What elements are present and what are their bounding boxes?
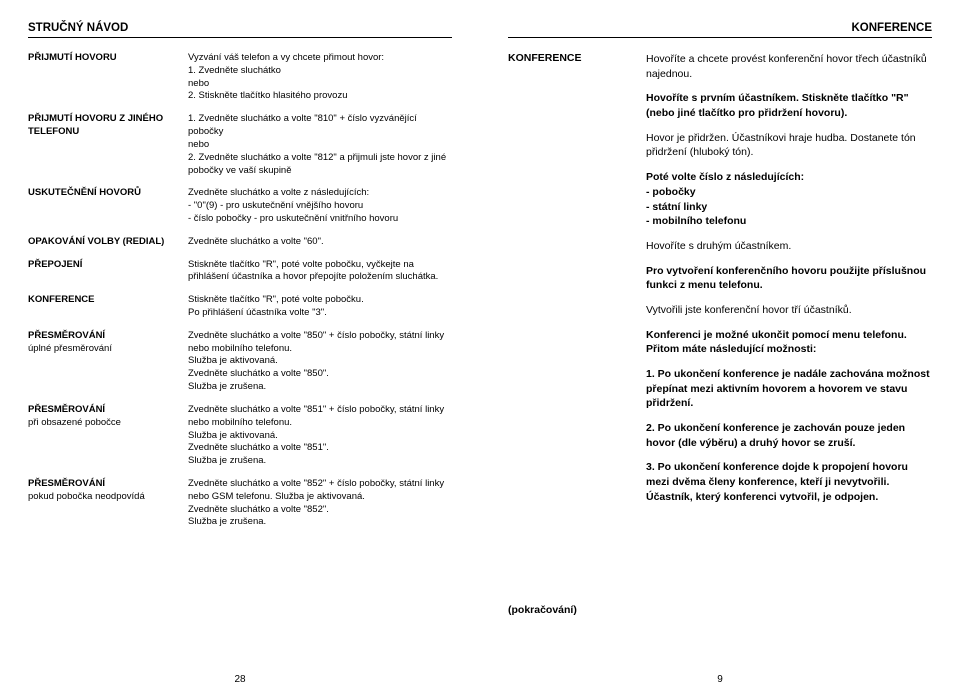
right-para: Konferenci je možné ukončit pomocí menu … <box>646 328 932 357</box>
right-section-title: KONFERENCE <box>508 52 638 64</box>
row-prijmuti-hovoru: PŘIJMUTÍ HOVORU Vyzvání váš telefon a vy… <box>28 52 452 103</box>
row-label: PŘIJMUTÍ HOVORU Z JINÉHO TELEFONU <box>28 113 188 177</box>
row-label-main: PŘESMĚROVÁNÍ <box>28 478 184 491</box>
row-label: PŘEPOJENÍ <box>28 259 188 285</box>
row-content: Zvedněte sluchátko a volte "851" + číslo… <box>188 404 452 468</box>
row-prijmuti-jineho: PŘIJMUTÍ HOVORU Z JINÉHO TELEFONU 1. Zve… <box>28 113 452 177</box>
row-content: Zvedněte sluchátko a volte "60". <box>188 236 452 249</box>
continuation-label: (pokračování) <box>508 604 638 616</box>
right-para: Poté volte číslo z následujících:- poboč… <box>646 170 932 229</box>
right-page: KONFERENCE KONFERENCE (pokračování) Hovo… <box>480 0 960 697</box>
row-label: PŘESMĚROVÁNÍ pokud pobočka neodpovídá <box>28 478 188 529</box>
row-label: USKUTEČNĚNÍ HOVORŮ <box>28 187 188 225</box>
row-presm-obsazene: PŘESMĚROVÁNÍ při obsazené pobočce Zvedně… <box>28 404 452 468</box>
right-para: Hovor je přidržen. Účastníkovi hraje hud… <box>646 131 932 160</box>
row-label: OPAKOVÁNÍ VOLBY (REDIAL) <box>28 236 188 249</box>
page: STRUČNÝ NÁVOD PŘIJMUTÍ HOVORU Vyzvání vá… <box>0 0 960 697</box>
row-label: KONFERENCE <box>28 294 188 320</box>
row-label: PŘESMĚROVÁNÍ při obsazené pobočce <box>28 404 188 468</box>
row-label: PŘESMĚROVÁNÍ úplné přesměrování <box>28 330 188 394</box>
row-label-sub: pokud pobočka neodpovídá <box>28 491 184 504</box>
right-section-label: KONFERENCE (pokračování) <box>508 52 646 616</box>
row-content: Stiskněte tlačítko "R", poté volte poboč… <box>188 294 452 320</box>
row-presm-uplne: PŘESMĚROVÁNÍ úplné přesměrování Zvedněte… <box>28 330 452 394</box>
row-content: Zvedněte sluchátko a volte z následující… <box>188 187 452 225</box>
row-label-sub: úplné přesměrování <box>28 343 184 356</box>
row-label-sub: při obsazené pobočce <box>28 417 184 430</box>
row-content: Zvedněte sluchátko a volte "850" + číslo… <box>188 330 452 394</box>
right-para: 2. Po ukončení konference je zachován po… <box>646 421 932 450</box>
right-header: KONFERENCE <box>508 22 932 38</box>
row-redial: OPAKOVÁNÍ VOLBY (REDIAL) Zvedněte sluchá… <box>28 236 452 249</box>
row-label-main: PŘESMĚROVÁNÍ <box>28 330 184 343</box>
right-body: KONFERENCE (pokračování) Hovoříte a chce… <box>508 52 932 616</box>
row-label-main: PŘESMĚROVÁNÍ <box>28 404 184 417</box>
left-page: STRUČNÝ NÁVOD PŘIJMUTÍ HOVORU Vyzvání vá… <box>0 0 480 697</box>
right-para: Hovoříte s prvním účastníkem. Stiskněte … <box>646 91 932 120</box>
right-page-number: 9 <box>480 674 960 685</box>
row-content: Stiskněte tlačítko "R", poté volte poboč… <box>188 259 452 285</box>
row-label: PŘIJMUTÍ HOVORU <box>28 52 188 103</box>
row-content: 1. Zvedněte sluchátko a volte "810" + čí… <box>188 113 452 177</box>
left-page-number: 28 <box>0 674 480 685</box>
row-konference: KONFERENCE Stiskněte tlačítko "R", poté … <box>28 294 452 320</box>
row-uskutecneni: USKUTEČNĚNÍ HOVORŮ Zvedněte sluchátko a … <box>28 187 452 225</box>
right-para: Hovoříte s druhým účastníkem. <box>646 239 932 254</box>
right-para: Vytvořili jste konferenční hovor tří úča… <box>646 303 932 318</box>
row-presm-neodpovida: PŘESMĚROVÁNÍ pokud pobočka neodpovídá Zv… <box>28 478 452 529</box>
row-prepojeni: PŘEPOJENÍ Stiskněte tlačítko "R", poté v… <box>28 259 452 285</box>
right-para: Hovoříte a chcete provést konferenční ho… <box>646 52 932 81</box>
row-content: Vyzvání váš telefon a vy chcete přimout … <box>188 52 452 103</box>
right-text-column: Hovoříte a chcete provést konferenční ho… <box>646 52 932 616</box>
row-content: Zvedněte sluchátko a volte "852" + číslo… <box>188 478 452 529</box>
left-header: STRUČNÝ NÁVOD <box>28 22 452 38</box>
right-para: 1. Po ukončení konference je nadále zach… <box>646 367 932 411</box>
left-body: PŘIJMUTÍ HOVORU Vyzvání váš telefon a vy… <box>28 52 452 529</box>
right-para: 3. Po ukončení konference dojde k propoj… <box>646 460 932 504</box>
right-para: Pro vytvoření konferenčního hovoru použi… <box>646 264 932 293</box>
